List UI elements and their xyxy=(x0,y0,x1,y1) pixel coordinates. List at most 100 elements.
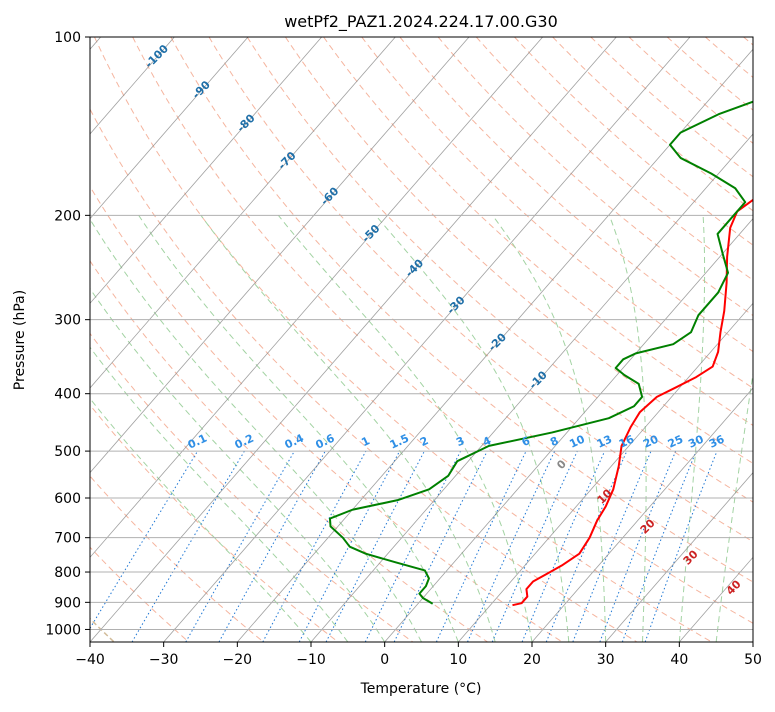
y-tick-label: 800 xyxy=(54,565,81,581)
dry-adiabat xyxy=(94,37,712,642)
dry-adiabat xyxy=(90,185,563,642)
mixing-ratio-label: 16 xyxy=(617,432,637,450)
x-tick-label: −20 xyxy=(223,652,253,668)
temperature-profile xyxy=(512,198,753,607)
moist-adiabat xyxy=(277,215,533,642)
dry-adiabat xyxy=(361,37,753,389)
y-tick-label: 1000 xyxy=(45,622,81,638)
mixing-ratio-line xyxy=(521,450,606,642)
isotherm xyxy=(90,37,617,642)
moist-adiabat xyxy=(200,215,496,642)
mixing-ratio-label: 20 xyxy=(641,432,661,450)
moist-adiabat xyxy=(90,287,386,642)
isotherm xyxy=(752,641,753,642)
y-tick-label: 500 xyxy=(54,444,81,460)
mixing-ratio-label: 3 xyxy=(454,434,466,449)
dry-adiabat xyxy=(514,37,753,246)
mixing-ratio-line xyxy=(218,450,326,642)
moist-adiabat xyxy=(375,215,570,642)
y-tick-label: 900 xyxy=(54,595,81,611)
dry-adiabat xyxy=(475,37,753,281)
dry-adiabat xyxy=(323,37,753,426)
moist-adiabat xyxy=(90,397,312,642)
isotherm xyxy=(90,37,249,220)
moist-adiabat-label: 20 xyxy=(638,516,658,536)
moist-adiabat xyxy=(90,346,349,642)
moist-adiabat xyxy=(90,218,422,642)
x-tick-label: 10 xyxy=(449,652,467,668)
x-tick-label: −30 xyxy=(149,652,179,668)
mixing-ratio-label: 1.5 xyxy=(388,432,411,452)
mixing-ratio-label: 2 xyxy=(418,434,430,449)
mixing-ratio-line xyxy=(393,450,488,642)
mixing-ratio-label: 25 xyxy=(666,433,685,451)
mixing-ratio-label: 36 xyxy=(707,432,727,450)
y-tick-label: 200 xyxy=(54,208,81,224)
isotherm xyxy=(90,37,322,304)
isotherm xyxy=(90,37,470,474)
isotherm xyxy=(90,37,396,389)
mixing-ratio-label: 10 xyxy=(567,432,587,450)
mixing-ratio-line xyxy=(364,450,462,642)
dry-adiabat xyxy=(705,37,753,79)
x-tick-label: 0 xyxy=(380,652,389,668)
y-tick-label: 400 xyxy=(54,387,81,403)
dry-adiabat xyxy=(170,37,753,583)
x-tick-label: 30 xyxy=(597,652,615,668)
mixing-ratio-line xyxy=(644,450,718,642)
isotherm xyxy=(531,387,753,642)
isotherm xyxy=(605,472,753,642)
isotherm xyxy=(90,37,543,558)
moist-adiabat xyxy=(492,215,607,642)
chart-title: wetPf2_PAZ1.2024.224.17.00.G30 xyxy=(284,12,558,32)
moist-adiabat-label: 30 xyxy=(681,547,701,567)
dry-adiabat xyxy=(743,37,753,46)
plot-frame xyxy=(89,36,754,643)
moist-adiabat-label: 10 xyxy=(595,486,615,506)
dry-adiabat xyxy=(208,37,753,543)
x-tick-label: 50 xyxy=(744,652,762,668)
moist-adiabat xyxy=(138,215,459,642)
mixing-ratio-line xyxy=(90,450,199,630)
mixing-ratio-line xyxy=(262,450,367,642)
x-tick-label: −10 xyxy=(296,652,326,668)
dry-adiabat xyxy=(132,37,753,624)
x-tick-label: −40 xyxy=(75,652,105,668)
moist-adiabat xyxy=(715,370,753,642)
dry-adiabat xyxy=(90,404,339,642)
moist-adiabat xyxy=(608,215,647,642)
y-tick-label: 700 xyxy=(54,531,81,547)
dry-adiabat xyxy=(284,37,753,464)
isotherm xyxy=(384,218,753,642)
x-tick-label: 20 xyxy=(523,652,541,668)
dry-adiabat-label: -100 xyxy=(142,42,171,71)
dewpoint-profile xyxy=(328,100,753,605)
moist-adiabat-label: 40 xyxy=(724,577,744,597)
dry-adiabat xyxy=(246,37,753,503)
mixing-ratio-label: 1 xyxy=(359,434,371,449)
mixing-ratio-line xyxy=(545,450,628,642)
dry-adiabat xyxy=(552,37,753,212)
mixing-ratio-label: 0.1 xyxy=(186,432,209,452)
y-tick-label: 300 xyxy=(54,313,81,329)
dry-adiabat xyxy=(590,37,753,178)
mixing-ratio-line xyxy=(621,450,697,642)
x-axis-label: Temperature (°C) xyxy=(360,681,482,697)
y-axis-label: Pressure (hPa) xyxy=(12,290,28,390)
dry-adiabat xyxy=(90,332,414,642)
mixing-ratio-label: 13 xyxy=(595,433,614,451)
mixing-ratio-line xyxy=(491,450,578,642)
mixing-ratio-label: 0.6 xyxy=(313,431,336,451)
dry-adiabat xyxy=(90,108,638,642)
moist-adiabat-label: 0 xyxy=(554,457,569,472)
y-tick-label: 600 xyxy=(54,491,81,507)
x-tick-label: 40 xyxy=(670,652,688,668)
moist-adiabat xyxy=(678,215,706,642)
mixing-ratio-label: 30 xyxy=(686,432,706,450)
mixing-ratio-label: 4 xyxy=(481,434,494,449)
y-tick-label: 100 xyxy=(54,30,81,46)
mixing-ratio-label: 0.2 xyxy=(233,432,256,452)
isotherm xyxy=(163,37,691,642)
